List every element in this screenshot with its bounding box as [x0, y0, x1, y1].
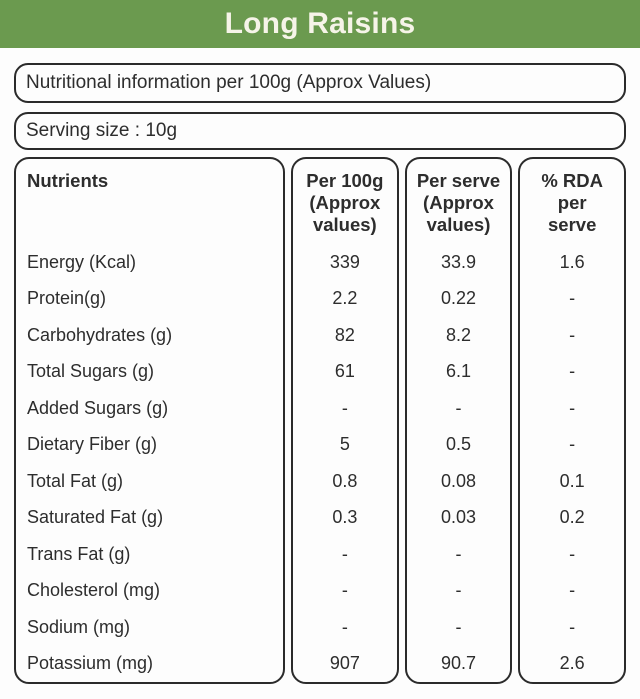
- nutrient-label: Saturated Fat (g): [27, 507, 164, 528]
- value-per-serve: 90.7: [440, 653, 477, 674]
- column-per-100g: Per 100g (Approx values) 339 2.2 82 61 -…: [291, 157, 399, 684]
- value-per-100g: -: [341, 580, 348, 601]
- value-per-serve: -: [455, 543, 462, 564]
- column-header-nutrients: Nutrients: [27, 170, 109, 191]
- value-rda: -: [569, 361, 576, 382]
- value-per-100g: -: [341, 616, 348, 637]
- value-per-serve: 0.5: [445, 434, 472, 455]
- column-header-per-100g: Per 100g (Approx values): [306, 170, 384, 235]
- nutrient-label: Potassium (mg): [27, 653, 154, 674]
- value-per-100g: 0.8: [332, 470, 358, 491]
- value-per-100g: -: [341, 397, 348, 418]
- value-per-100g: -: [341, 543, 348, 564]
- value-rda: 1.6: [559, 251, 585, 272]
- nutrient-label: Dietary Fiber (g): [27, 434, 158, 455]
- value-per-100g: 907: [329, 653, 360, 674]
- value-rda: -: [569, 580, 576, 601]
- nutrient-label: Total Sugars (g): [27, 361, 155, 382]
- nutrient-label: Sodium (mg): [27, 616, 131, 637]
- value-per-100g: 0.3: [332, 507, 358, 528]
- column-header-rda: % RDA per serve: [541, 170, 604, 235]
- value-rda: -: [569, 288, 576, 309]
- nutrient-label: Total Fat (g): [27, 470, 124, 491]
- nutrient-label: Trans Fat (g): [27, 543, 131, 564]
- value-rda: 0.2: [559, 507, 585, 528]
- value-per-serve: 6.1: [445, 361, 472, 382]
- value-per-100g: 339: [329, 251, 360, 272]
- value-rda: -: [569, 397, 576, 418]
- value-per-100g: 2.2: [332, 288, 358, 309]
- value-per-serve: -: [455, 616, 462, 637]
- page-title: Long Raisins: [224, 7, 416, 40]
- value-rda: -: [569, 616, 576, 637]
- nutrition-table: Nutrients Energy (Kcal) Protein(g) Carbo…: [14, 157, 627, 684]
- value-per-serve: 0.08: [440, 470, 477, 491]
- nutritional-info-text: Nutritional information per 100g (Approx…: [26, 72, 432, 93]
- nutrient-label: Energy (Kcal): [27, 251, 137, 272]
- column-rda: % RDA per serve 1.6 - - - - - 0.1 0.2 - …: [518, 157, 627, 684]
- column-header-per-serve: Per serve (Approx values): [416, 170, 501, 235]
- value-per-serve: -: [455, 397, 462, 418]
- value-rda: -: [569, 324, 576, 345]
- column-per-serve: Per serve (Approx values) 33.9 0.22 8.2 …: [404, 157, 513, 684]
- serving-size-box: Serving size : 10g: [14, 112, 626, 150]
- nutrient-label: Carbohydrates (g): [27, 324, 173, 345]
- serving-size-text: Serving size : 10g: [26, 120, 178, 141]
- value-rda: -: [569, 543, 576, 564]
- value-per-serve: -: [455, 580, 462, 601]
- value-rda: -: [569, 434, 576, 455]
- value-per-serve: 33.9: [440, 251, 477, 272]
- label-body: Nutritional information per 100g (Approx…: [0, 63, 640, 684]
- column-nutrients: Nutrients Energy (Kcal) Protein(g) Carbo…: [14, 157, 285, 684]
- value-per-serve: 8.2: [445, 324, 472, 345]
- header-band: Long Raisins: [0, 0, 640, 48]
- value-rda: 0.1: [559, 470, 585, 491]
- value-per-100g: 82: [334, 324, 355, 345]
- nutritional-info-box: Nutritional information per 100g (Approx…: [14, 63, 626, 103]
- value-per-serve: 0.03: [440, 507, 477, 528]
- value-per-100g: 5: [339, 434, 350, 455]
- nutrient-label: Cholesterol (mg): [27, 580, 161, 601]
- value-per-100g: 61: [334, 361, 355, 382]
- nutrient-label: Protein(g): [27, 288, 107, 309]
- nutrient-label: Added Sugars (g): [27, 397, 169, 418]
- value-per-serve: 0.22: [440, 288, 477, 309]
- value-rda: 2.6: [559, 653, 585, 674]
